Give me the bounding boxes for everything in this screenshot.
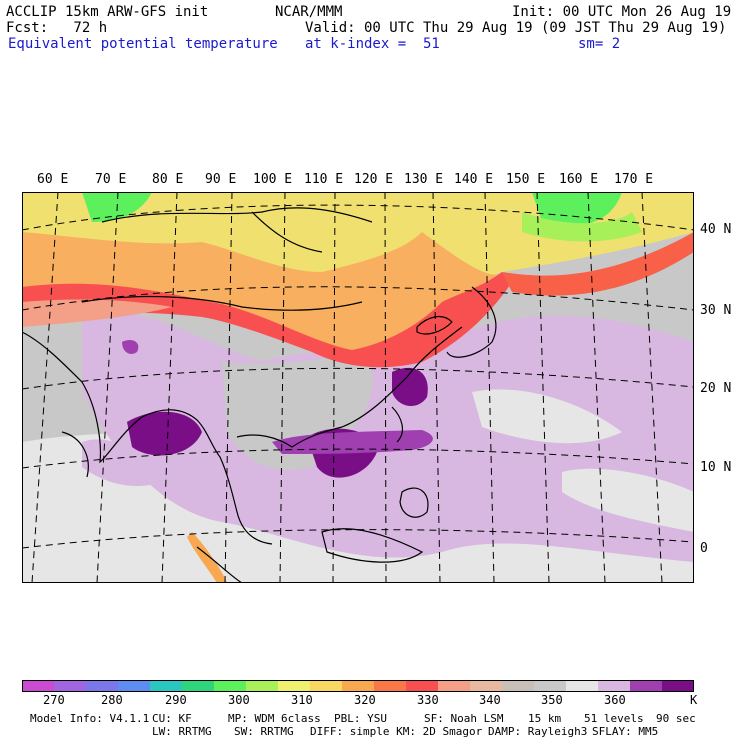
lon-label: 130 E bbox=[404, 172, 444, 187]
diff-scheme: DIFF: simple KM: 2D Smagor bbox=[310, 725, 483, 738]
field-green-ne bbox=[532, 192, 622, 226]
colorbar-label: 320 bbox=[354, 693, 376, 707]
colorbar-label: 360 bbox=[604, 693, 626, 707]
colorbar-label: 310 bbox=[291, 693, 313, 707]
colorbar-swatch bbox=[662, 680, 694, 692]
org-label: NCAR/MMM bbox=[275, 4, 343, 20]
field-purple-bay-of-bengal bbox=[127, 411, 202, 456]
init-time: Init: 00 UTC Mon 26 Aug 19 bbox=[512, 4, 732, 20]
lon-label: 110 E bbox=[304, 172, 344, 187]
smoothing-info: sm= 2 bbox=[578, 36, 621, 52]
level-info: at k-index = 51 bbox=[305, 36, 440, 52]
theta-e-map bbox=[22, 192, 694, 583]
field-grey-patch bbox=[472, 389, 622, 444]
colorbar-swatch bbox=[22, 680, 55, 692]
field-red bbox=[22, 272, 512, 368]
field-orange bbox=[22, 232, 502, 352]
colorbar-swatch bbox=[630, 680, 663, 692]
field-red-east bbox=[502, 232, 694, 296]
field-purple-sm bbox=[122, 340, 139, 354]
colorbar-swatch bbox=[214, 680, 247, 692]
colorbar-label: 290 bbox=[165, 693, 187, 707]
sflay-scheme: SFLAY: MM5 bbox=[592, 725, 659, 738]
field-orange-sumatra bbox=[187, 532, 227, 583]
colorbar-swatch bbox=[534, 680, 567, 692]
colorbar-swatch bbox=[278, 680, 311, 692]
meridians bbox=[31, 192, 663, 583]
lat-label: 20 N bbox=[700, 381, 732, 396]
lon-label: 120 E bbox=[354, 172, 394, 187]
colorbar-swatch bbox=[598, 680, 631, 692]
lat-label: 10 N bbox=[700, 460, 732, 475]
colorbar-swatch bbox=[118, 680, 151, 692]
lat-label: 0 bbox=[700, 541, 708, 556]
colorbar-label: 280 bbox=[101, 693, 123, 707]
lon-label: 60 E bbox=[37, 172, 69, 187]
lat-label: 30 N bbox=[700, 303, 732, 318]
colorbar-swatch bbox=[566, 680, 599, 692]
lon-label: 70 E bbox=[95, 172, 127, 187]
valid-time: Valid: 00 UTC Thu 29 Aug 19 (09 JST Thu … bbox=[305, 20, 727, 36]
lon-label: 90 E bbox=[205, 172, 237, 187]
model-title: ACCLIP 15km ARW-GFS init bbox=[6, 4, 209, 20]
damp-scheme: DAMP: Rayleigh3 bbox=[488, 725, 588, 738]
field-salmon bbox=[22, 299, 172, 327]
colorbar-unit: K bbox=[690, 693, 698, 707]
colorbar-swatch bbox=[310, 680, 343, 692]
colorbar-swatch bbox=[502, 680, 535, 692]
pbl-scheme: PBL: YSU bbox=[334, 712, 387, 725]
resolution: 15 km bbox=[528, 712, 562, 725]
lat-label: 40 N bbox=[700, 222, 732, 237]
field-green-light bbox=[522, 212, 642, 242]
colorbar bbox=[22, 680, 694, 692]
colorbar-swatch bbox=[182, 680, 215, 692]
lon-label: 140 E bbox=[454, 172, 494, 187]
model-info: Model Info: V4.1.1 bbox=[30, 712, 150, 725]
coastlines bbox=[22, 207, 497, 583]
timestep: 90 sec bbox=[656, 712, 696, 725]
field-grey-patch bbox=[562, 468, 694, 532]
field-lilac-land bbox=[82, 439, 162, 487]
sf-scheme: SF: Noah LSM bbox=[424, 712, 504, 725]
colorbar-swatch bbox=[54, 680, 87, 692]
field-name: Equivalent potential temperature bbox=[8, 36, 278, 52]
colorbar-swatch bbox=[86, 680, 119, 692]
mp-scheme: MP: WDM 6class bbox=[228, 712, 321, 725]
map-frame bbox=[22, 192, 694, 583]
lon-label: 80 E bbox=[152, 172, 184, 187]
colorbar-label: 300 bbox=[228, 693, 250, 707]
lon-label: 100 E bbox=[253, 172, 293, 187]
lw-scheme: LW: RRTMG bbox=[152, 725, 212, 738]
colorbar-swatch bbox=[342, 680, 375, 692]
lon-label: 150 E bbox=[506, 172, 546, 187]
cu-scheme: CU: KF bbox=[152, 712, 192, 725]
colorbar-swatch bbox=[406, 680, 439, 692]
colorbar-swatch bbox=[246, 680, 279, 692]
field-purple-ne bbox=[392, 367, 428, 407]
levels: 51 levels bbox=[584, 712, 644, 725]
forecast-hour: Fcst: 72 h bbox=[6, 20, 108, 36]
colorbar-label: 340 bbox=[479, 693, 501, 707]
colorbar-swatch bbox=[438, 680, 471, 692]
lon-label: 160 E bbox=[559, 172, 599, 187]
sw-scheme: SW: RRTMG bbox=[234, 725, 294, 738]
colorbar-swatch bbox=[374, 680, 407, 692]
colorbar-frame bbox=[22, 680, 694, 692]
colorbar-label: 350 bbox=[541, 693, 563, 707]
colorbar-swatch bbox=[150, 680, 183, 692]
colorbar-label: 330 bbox=[417, 693, 439, 707]
colorbar-label: 270 bbox=[43, 693, 65, 707]
parallels bbox=[22, 204, 694, 549]
colorbar-swatch bbox=[470, 680, 503, 692]
lon-label: 170 E bbox=[614, 172, 654, 187]
field-lilac-sea bbox=[252, 488, 382, 526]
